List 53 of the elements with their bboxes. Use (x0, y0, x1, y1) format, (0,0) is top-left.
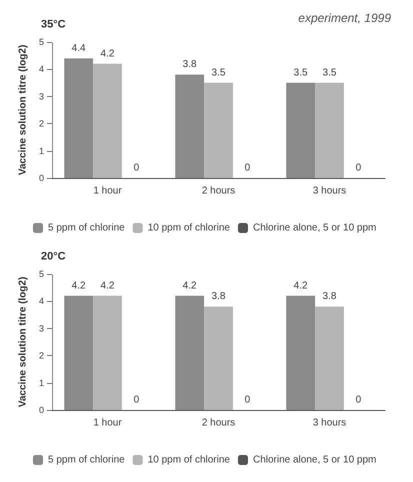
y-tick-label: 1 (38, 378, 44, 388)
bar (315, 82, 344, 178)
y-axis-title: Vaccine solution titre (log2) (18, 44, 28, 176)
y-tick-label: 4 (38, 64, 44, 74)
data-label: 0 (134, 394, 140, 406)
y-tick-label: 2 (38, 350, 44, 361)
y-tick-label: 3 (38, 323, 44, 334)
legend-label: 5 ppm of chlorine (48, 454, 126, 466)
bar (175, 74, 204, 178)
x-tick-label: 2 hours (202, 186, 236, 196)
y-tick-label: 5 (38, 269, 44, 279)
legend-label: 10 ppm of chlorine (148, 222, 230, 234)
x-tick-label: 1 hour (93, 186, 122, 196)
data-label: 3.8 (322, 291, 337, 302)
bar (93, 64, 122, 178)
data-label: 0 (356, 162, 362, 174)
y-tick-label: 3 (38, 91, 44, 102)
data-label: 3.5 (212, 67, 226, 78)
legend-label: 5 ppm of chlorine (48, 222, 126, 234)
x-tick-label: 1 hour (93, 418, 122, 428)
bar (286, 82, 316, 178)
data-label: 4.2 (100, 280, 115, 292)
x-tick-label: 3 hours (312, 418, 346, 428)
data-label: 0 (244, 162, 251, 174)
x-tick-label: 3 hours (312, 186, 346, 196)
x-tick-label: 2 hours (202, 418, 236, 428)
y-tick-label: 0 (38, 173, 44, 183)
y-tick-label: 4 (38, 296, 44, 306)
chart-title: 35°C (41, 18, 66, 30)
y-tick-label: 1 (38, 146, 44, 156)
y-tick-label: 2 (38, 118, 44, 129)
data-label: 3.5 (322, 67, 337, 78)
data-label: 3.8 (212, 291, 226, 302)
text: experiment, 1999 (298, 11, 392, 25)
y-tick-label: 0 (38, 405, 44, 415)
data-label: 4.2 (294, 280, 308, 292)
data-label: 3.8 (182, 59, 198, 70)
legend-label: Chlorine alone, 5 or 10 ppm (252, 454, 376, 466)
bar (64, 58, 94, 178)
y-tick-label: 5 (38, 37, 44, 47)
data-label: 4.2 (182, 280, 198, 292)
data-label: 3.5 (294, 67, 308, 78)
bar (204, 82, 233, 178)
chart-title: 20°C (41, 250, 66, 262)
data-label: 0 (134, 162, 140, 174)
legend-label: Chlorine alone, 5 or 10 ppm (252, 222, 376, 234)
y-axis-title: Vaccine solution titre (log2) (18, 276, 28, 408)
data-label: 4.4 (72, 42, 86, 54)
legend-label: 10 ppm of chlorine (148, 454, 230, 466)
data-label: 0 (356, 394, 362, 406)
data-label: 4.2 (100, 48, 115, 60)
data-label: 4.2 (72, 280, 86, 292)
data-label: 0 (244, 394, 251, 406)
